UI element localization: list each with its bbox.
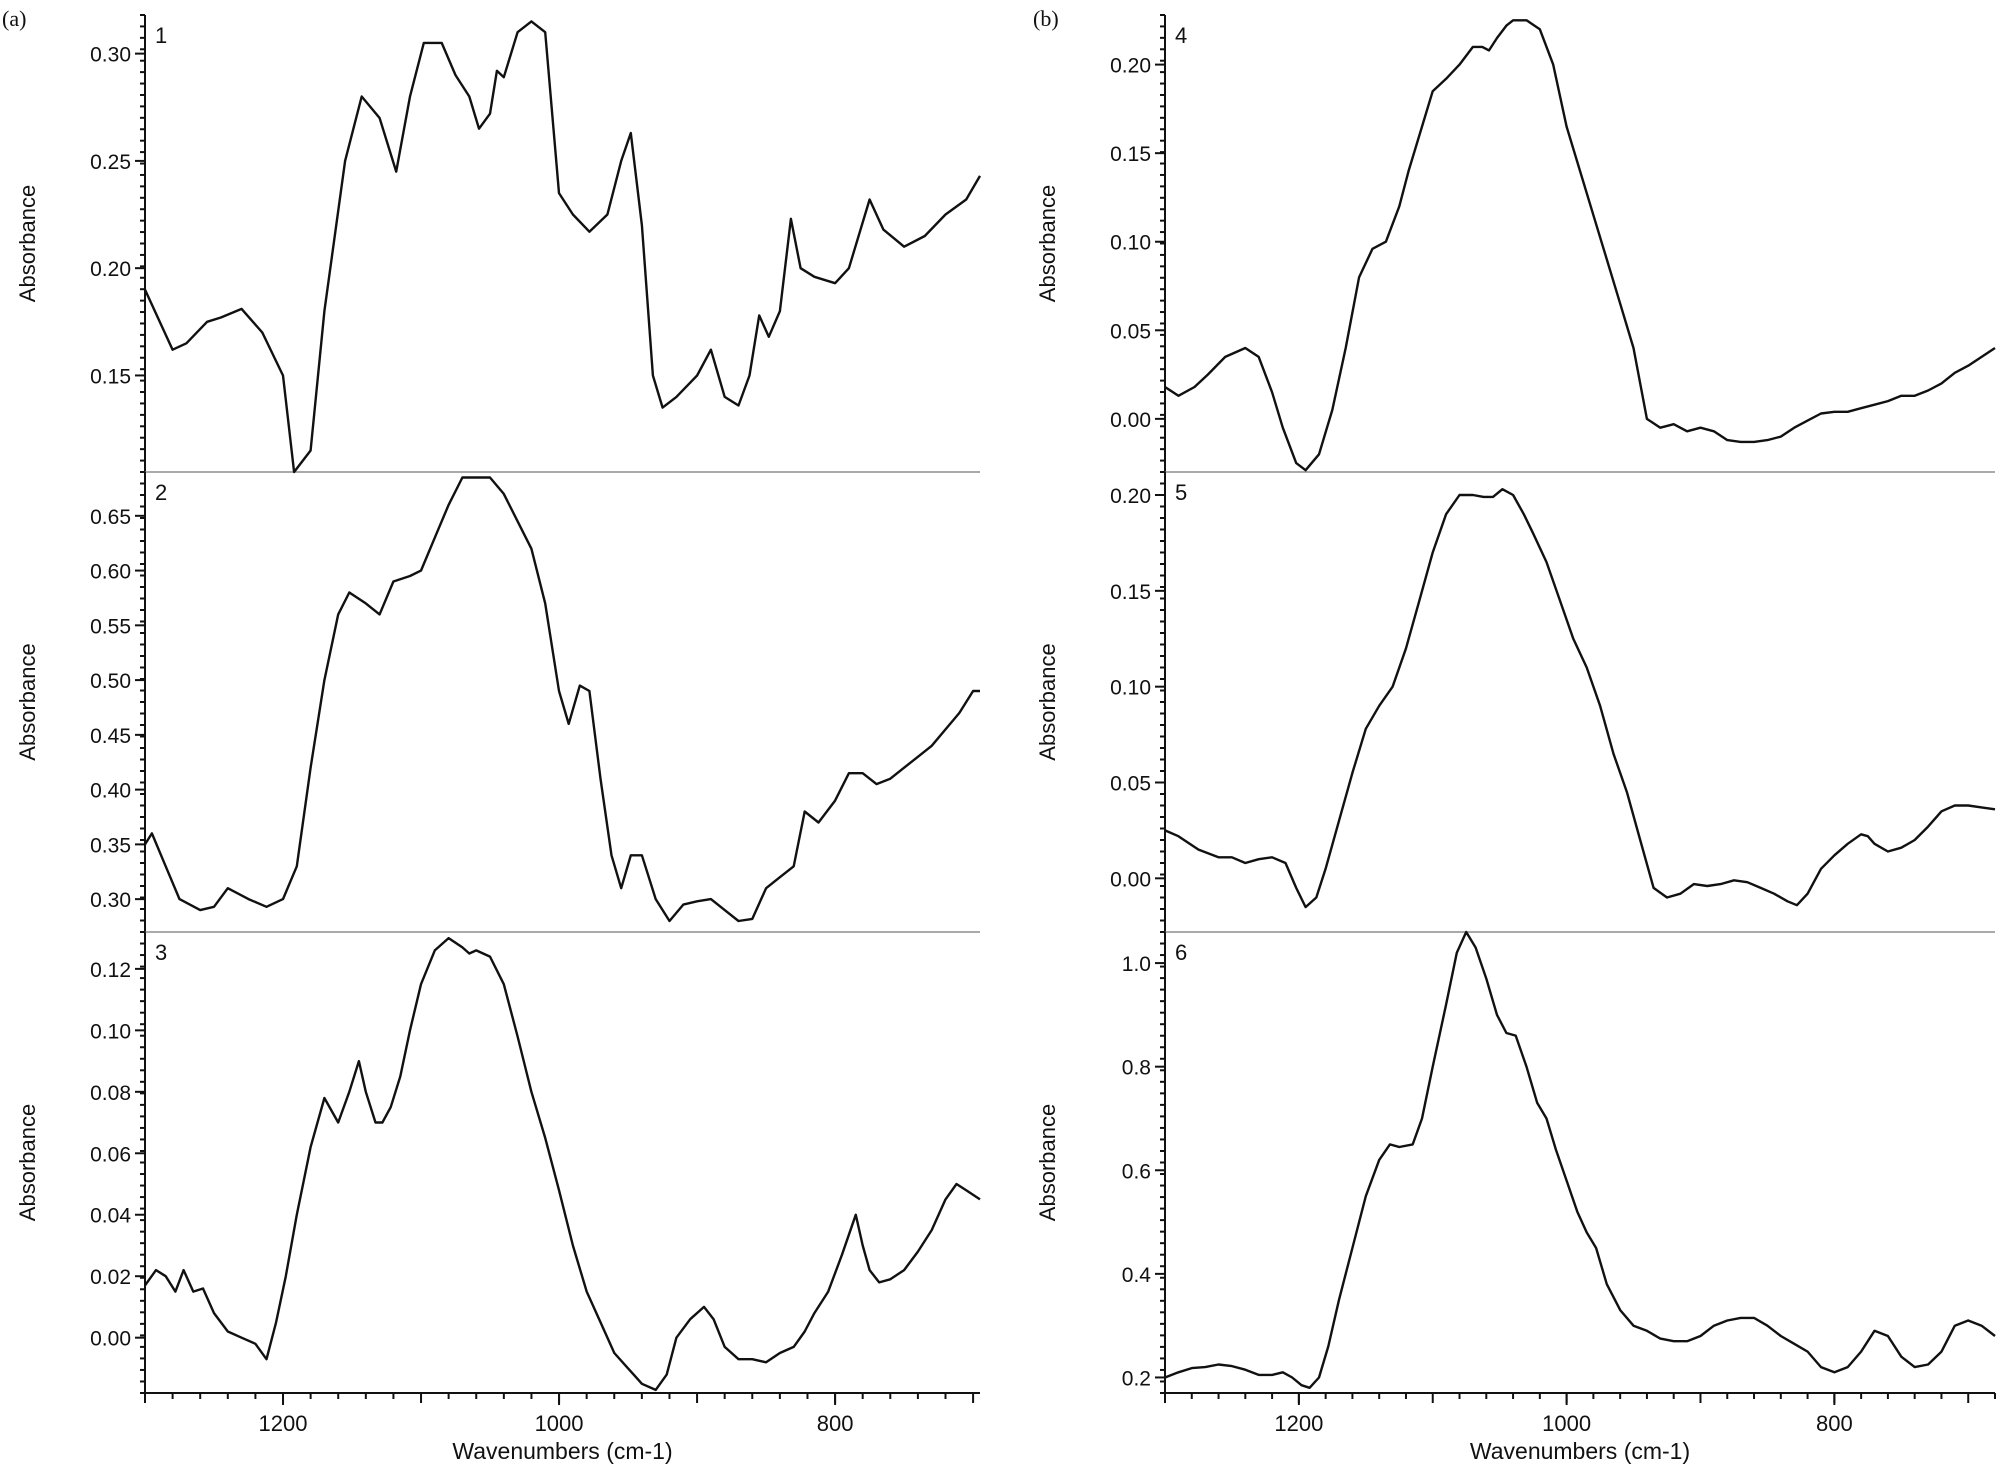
panel-number: 6	[1175, 940, 1187, 965]
y-tick-label: 0.45	[90, 725, 131, 748]
y-tick-label: 0.55	[90, 615, 131, 638]
y-axis-label: Absorbance	[15, 1104, 40, 1221]
spectrum-panel-3: 0.00 0.02 0.04 0.06 0.08 0.10 0.12 Absorbance 3 1…	[15, 931, 981, 1464]
y-tick-label: 0.00	[90, 1328, 131, 1351]
y-tick-label: 1.0	[1122, 953, 1151, 976]
spectrum-line-6	[1164, 930, 1996, 1389]
x-axis-label: Wavenumbers (cm-1)	[452, 1438, 672, 1464]
x-tick-label: 800	[817, 1411, 854, 1436]
panel-number: 1	[155, 23, 167, 48]
panel-number: 4	[1175, 23, 1187, 48]
spectrum-line-4	[1164, 19, 1996, 472]
y-tick-label: 0.15	[90, 365, 131, 388]
x-tick-label: 1000	[535, 1411, 584, 1436]
y-axis-label: Absorbance	[15, 643, 40, 760]
y-tick-label: 0.15	[1110, 143, 1151, 166]
y-tick-label: 0.8	[1122, 1057, 1151, 1080]
y-tick-label: 0.20	[1110, 55, 1151, 78]
spectrum-panel-1: 0.15 0.20 0.25 0.30 Absorbance 1	[15, 14, 982, 474]
x-tick-label: 1200	[259, 1411, 308, 1436]
panel-label-b: (b)	[1033, 6, 1059, 31]
y-tick-label: 0.2	[1122, 1367, 1151, 1390]
spectrum-line-5	[1164, 488, 1996, 909]
y-tick-label: 0.00	[1110, 409, 1151, 432]
y-tick-label: 0.15	[1110, 581, 1151, 604]
y-tick-label: 0.10	[90, 1020, 131, 1043]
y-tick-label: 0.08	[90, 1082, 131, 1105]
x-axis-label: Wavenumbers (cm-1)	[1470, 1438, 1690, 1464]
y-tick-label: 0.05	[1110, 773, 1151, 796]
spectrum-line-3	[144, 936, 981, 1392]
panel-number: 2	[155, 480, 167, 505]
y-tick-label: 0.10	[1110, 677, 1151, 700]
y-tick-label: 0.35	[90, 834, 131, 857]
y-tick-label: 0.12	[90, 959, 131, 982]
y-tick-label: 0.05	[1110, 320, 1151, 343]
y-tick-label: 0.65	[90, 506, 131, 529]
panel-number: 5	[1175, 480, 1187, 505]
y-tick-label: 0.04	[90, 1205, 131, 1228]
x-tick-label: 800	[1816, 1411, 1853, 1436]
y-axis-label: Absorbance	[1035, 1104, 1060, 1221]
y-tick-label: 0.60	[90, 561, 131, 584]
y-tick-label: 0.30	[90, 889, 131, 912]
spectrum-panel-4: 0.00 0.05 0.10 0.15 0.20 Absorbance 4	[1035, 14, 1996, 473]
y-tick-label: 0.25	[90, 151, 131, 174]
spectrum-line-2	[143, 476, 980, 923]
x-tick-label: 1000	[1542, 1411, 1591, 1436]
y-tick-label: 0.00	[1110, 868, 1151, 891]
y-tick-label: 0.10	[1110, 232, 1151, 255]
y-tick-label: 0.06	[90, 1143, 131, 1166]
y-axis-label: Absorbance	[1035, 185, 1060, 302]
plot-area: 0.150.200.250.30Absorbance10.300.350.400…	[15, 14, 1996, 1464]
y-tick-label: 0.40	[90, 780, 131, 803]
y-tick-label: 0.20	[90, 258, 131, 281]
x-tick-label: 1200	[1274, 1411, 1323, 1436]
y-tick-label: 0.4	[1122, 1264, 1152, 1287]
panel-label-a: (a)	[2, 6, 26, 31]
panel-number: 3	[155, 940, 167, 965]
y-axis-label: Absorbance	[1035, 643, 1060, 760]
spectrum-line-1	[143, 20, 982, 474]
spectrum-panel-2: 0.30 0.35 0.40 0.45 0.50 0.55 0.60 0.65 Absorban…	[15, 471, 980, 933]
y-tick-label: 0.20	[1110, 485, 1151, 508]
y-tick-label: 0.30	[90, 44, 131, 67]
y-tick-label: 0.02	[90, 1266, 131, 1289]
y-tick-label: 0.50	[90, 670, 131, 693]
y-axis-label: Absorbance	[15, 185, 40, 302]
spectrum-panel-6: 0.2 0.4 0.6 0.8 1.0 Absorbance 6 1200 1000 800 Wav…	[1035, 930, 1996, 1464]
spectrum-panel-5: 0.00 0.05 0.10 0.15 0.20 Absorbance 5	[1035, 471, 1996, 933]
y-tick-label: 0.6	[1122, 1160, 1151, 1183]
